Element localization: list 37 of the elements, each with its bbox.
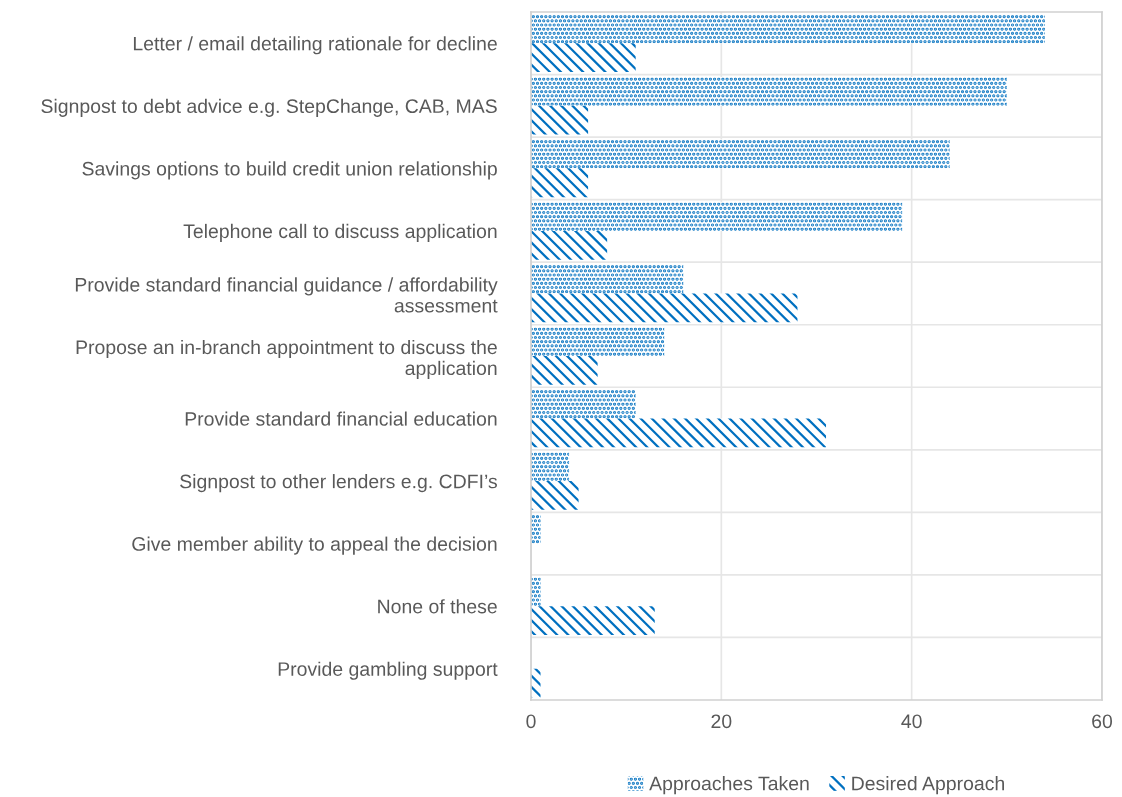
x-tick-label: 60 xyxy=(1092,714,1113,729)
bar xyxy=(531,43,636,73)
y-tick-label: Letter / email detailing rationale for decline xyxy=(133,36,497,55)
bar xyxy=(531,389,636,419)
y-tick-label: Signpost to debt advice e.g. StepChange, CAB, MAS xyxy=(41,98,497,117)
legend-label: Desired Approach xyxy=(852,776,1004,795)
bar xyxy=(531,77,1007,106)
bar xyxy=(531,481,579,510)
y-tick-label: Propose an in-branch appointment to discuss the application xyxy=(76,339,497,379)
bar xyxy=(531,264,684,294)
bar xyxy=(531,139,950,169)
y-tick-label: Signpost to other lenders e.g. CDFI’s xyxy=(180,474,497,493)
bar xyxy=(531,356,598,385)
bar xyxy=(531,418,827,448)
y-tick-label: Savings options to build credit union relationship xyxy=(82,161,497,180)
bar xyxy=(531,14,1045,44)
x-tick-label: 40 xyxy=(901,714,922,729)
bar xyxy=(531,606,655,635)
bar xyxy=(531,514,541,544)
y-tick-label: Provide standard financial guidance / affordability assessment xyxy=(75,277,498,313)
bar xyxy=(531,105,589,135)
y-tick-label: None of these xyxy=(378,599,497,614)
y-tick-label: Provide gambling support xyxy=(278,661,498,680)
x-tick-label: 20 xyxy=(711,714,732,729)
y-tick-label: Provide standard financial education xyxy=(185,411,497,426)
bar xyxy=(531,577,541,607)
bar xyxy=(531,230,608,260)
y-tick-label: Give member ability to appeal the decision xyxy=(132,536,497,555)
legend-label: Approaches Taken xyxy=(649,776,809,795)
x-tick-label: 0 xyxy=(526,714,536,729)
bar xyxy=(531,293,798,323)
bar xyxy=(531,327,665,356)
bar xyxy=(531,168,589,198)
bar xyxy=(531,202,903,231)
bar xyxy=(531,668,541,698)
bar xyxy=(531,452,570,482)
y-tick-label: Telephone call to discuss application xyxy=(183,223,497,242)
